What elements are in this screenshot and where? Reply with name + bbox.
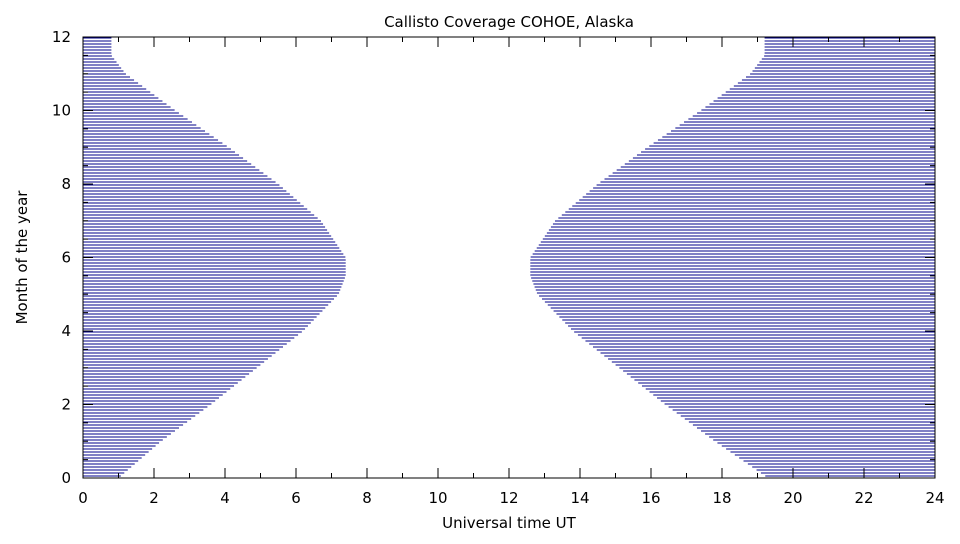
x-tick-label-10: 20 — [783, 489, 802, 507]
y-tick-label-0: 0 — [61, 469, 71, 487]
y-tick-label-6: 12 — [52, 28, 71, 46]
x-tick-label-7: 14 — [570, 489, 589, 507]
y-tick-label-4: 8 — [61, 175, 71, 193]
axis-ticks — [82, 36, 936, 479]
y-tick-label-2: 4 — [61, 322, 71, 340]
y-tick-label-1: 2 — [61, 396, 71, 414]
x-tick-label-11: 22 — [854, 489, 873, 507]
x-tick-label-5: 10 — [428, 489, 447, 507]
coverage-fill — [83, 37, 935, 477]
chart-title: Callisto Coverage COHOE, Alaska — [384, 13, 634, 31]
x-tick-label-0: 0 — [78, 489, 88, 507]
x-tick-label-4: 8 — [362, 489, 372, 507]
y-axis-label: Month of the year — [13, 190, 31, 325]
x-axis-label: Universal time UT — [442, 514, 577, 532]
x-tick-label-3: 6 — [291, 489, 301, 507]
x-tick-label-8: 16 — [641, 489, 660, 507]
x-tick-label-2: 4 — [220, 489, 230, 507]
x-tick-label-12: 24 — [925, 489, 944, 507]
x-tick-label-9: 18 — [712, 489, 731, 507]
x-tick-label-6: 12 — [499, 489, 518, 507]
y-tick-label-5: 10 — [52, 102, 71, 120]
y-tick-label-3: 6 — [61, 249, 71, 267]
x-tick-label-1: 2 — [149, 489, 159, 507]
